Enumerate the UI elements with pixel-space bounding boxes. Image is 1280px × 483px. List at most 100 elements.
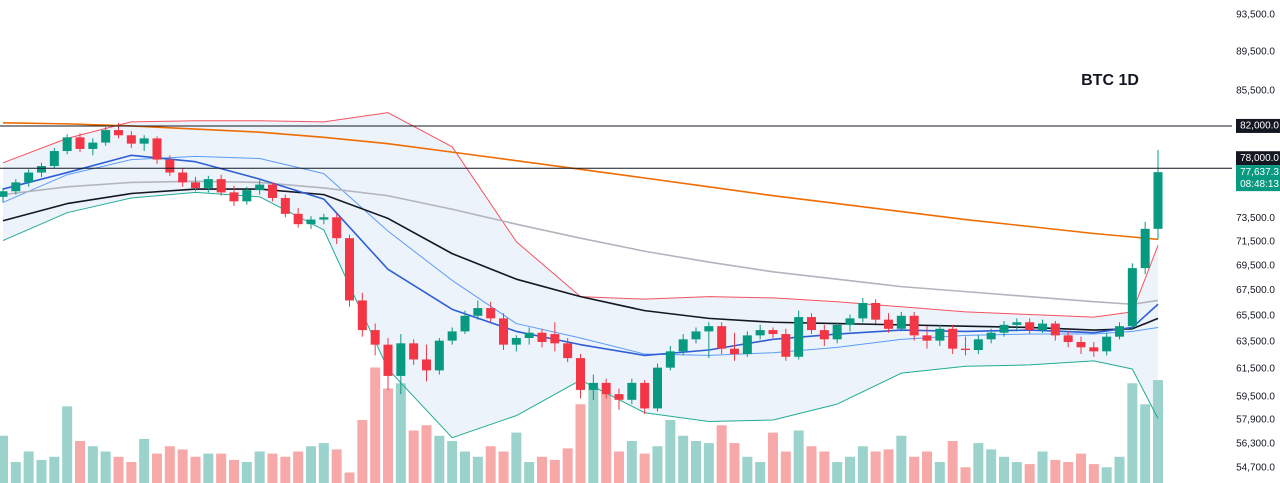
volume-bar <box>845 456 855 483</box>
volume-bar <box>1024 464 1035 483</box>
candle-body <box>961 348 970 351</box>
candle-body <box>717 326 727 349</box>
volume-bar <box>524 462 535 483</box>
band-basis <box>2 155 1159 356</box>
volume-bar <box>395 383 406 483</box>
candle-body <box>691 331 701 340</box>
volume-bar <box>241 462 252 483</box>
volume-bar <box>408 430 419 483</box>
candle-body <box>62 137 72 152</box>
volume-bar <box>716 425 727 483</box>
volume-bar <box>164 446 175 483</box>
candle-body <box>242 190 252 202</box>
candle-body <box>11 182 21 192</box>
volume-layer <box>0 367 1163 483</box>
band-lower <box>2 191 1159 439</box>
volume-bar <box>126 462 137 483</box>
candle-body <box>37 166 46 173</box>
candle-body <box>165 159 175 173</box>
candle-body <box>935 328 945 341</box>
y-tick-label: 54,700.0 <box>1236 463 1275 474</box>
candle-body <box>755 330 765 336</box>
volume-bar <box>383 388 393 483</box>
volume-bar <box>909 456 920 483</box>
candle-body <box>781 334 791 357</box>
candle-body <box>268 184 277 198</box>
volume-bar <box>10 462 21 483</box>
candle-body <box>370 330 380 345</box>
volume-bar <box>318 443 329 483</box>
volume-bar <box>806 446 817 483</box>
volume-bar <box>883 449 894 483</box>
candle-body <box>884 319 893 329</box>
y-tick-label: 71,500.0 <box>1236 236 1275 247</box>
volume-bar <box>639 453 650 483</box>
candle-body <box>1038 323 1047 331</box>
countdown-label: 08:48:13 <box>1240 179 1279 190</box>
candle-body <box>24 172 34 183</box>
candle-body <box>1102 336 1112 352</box>
candle-body <box>909 315 919 336</box>
candle-body <box>563 343 573 359</box>
candle-body <box>1115 326 1124 337</box>
last-price-label: 77,637.3 <box>1240 167 1279 178</box>
candle-body <box>576 358 585 390</box>
candle-body <box>794 317 804 357</box>
candle-body <box>280 197 290 214</box>
candle-body <box>306 219 316 225</box>
volume-bar <box>75 441 85 483</box>
moving-average <box>2 188 1159 331</box>
candle-body <box>1050 323 1060 336</box>
candle-body <box>203 179 213 188</box>
candle-body <box>973 339 983 351</box>
volume-bar <box>703 443 714 483</box>
candle-body <box>114 130 123 136</box>
y-tick-label: 63,500.0 <box>1236 337 1275 348</box>
volume-bar <box>1101 467 1112 483</box>
candle-body <box>396 343 406 376</box>
volume-bar <box>421 425 432 483</box>
candle-body <box>1076 341 1086 348</box>
volume-bar <box>549 459 560 483</box>
candle-body <box>742 335 752 355</box>
candle-body <box>730 348 739 355</box>
candle-body <box>871 302 881 320</box>
volume-bar <box>537 456 547 483</box>
candle-body <box>832 324 842 340</box>
volume-bar <box>1088 464 1099 483</box>
candle-body <box>345 238 354 301</box>
level-label-box <box>1236 118 1280 133</box>
candle-body <box>460 315 470 332</box>
candle-body <box>896 315 906 329</box>
volume-bar <box>678 435 689 483</box>
candle-body <box>678 339 688 352</box>
candle-body <box>1140 228 1150 269</box>
volume-bar <box>1153 380 1163 483</box>
volume-bar <box>562 448 573 483</box>
y-tick-label: 67,500.0 <box>1236 285 1275 296</box>
moving-average <box>2 154 1159 357</box>
volume-bar <box>665 420 676 483</box>
candle-body <box>1153 172 1163 229</box>
volume-bar <box>1140 404 1151 483</box>
band-upper <box>2 112 1159 318</box>
volume-bar <box>1076 453 1086 483</box>
volume-bar <box>626 441 637 483</box>
volume-bar <box>768 432 778 483</box>
candle-body <box>293 213 303 225</box>
candle-body <box>653 367 662 409</box>
candle-body <box>152 138 162 160</box>
volume-bar <box>87 446 98 483</box>
candle-body <box>922 335 932 341</box>
volume-bar <box>100 451 111 483</box>
candle-body <box>178 172 188 183</box>
line-layer <box>2 112 1159 439</box>
candle-layer <box>0 122 1163 415</box>
volume-bar <box>652 446 663 483</box>
volume-bar <box>819 451 830 483</box>
y-tick-label: 73,500.0 <box>1236 213 1275 224</box>
candle-body <box>216 179 226 193</box>
moving-average <box>2 122 1159 241</box>
